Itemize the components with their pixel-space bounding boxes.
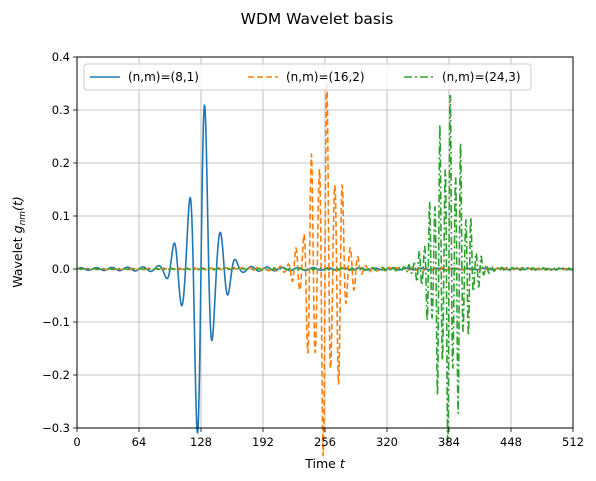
- chart-title: WDM Wavelet basis: [241, 10, 394, 28]
- x-axis-label: Time t: [304, 456, 346, 471]
- legend-entry-2: (n,m)=(16,2): [286, 70, 365, 84]
- x-tick-label: 448: [500, 435, 522, 449]
- x-tick-label: 64: [132, 435, 147, 449]
- x-axis-ticks: 0 64 128 192 256 320 384 448 512: [73, 428, 584, 449]
- series-line-3: [76, 94, 574, 444]
- legend-entry-1: (n,m)=(8,1): [128, 70, 199, 84]
- y-tick-label: 0.0: [52, 262, 70, 276]
- y-tick-label: −0.1: [42, 315, 70, 329]
- x-tick-label: 384: [438, 435, 460, 449]
- x-tick-label: 512: [562, 435, 584, 449]
- y-tick-label: 0.3: [52, 103, 70, 117]
- x-tick-label: 192: [252, 435, 274, 449]
- x-tick-label: 128: [190, 435, 212, 449]
- y-tick-label: 0.2: [52, 156, 70, 170]
- x-tick-label: 320: [376, 435, 398, 449]
- legend-entry-3: (n,m)=(24,3): [442, 70, 521, 84]
- y-tick-label: −0.2: [42, 368, 70, 382]
- legend: (n,m)=(8,1) (n,m)=(16,2) (n,m)=(24,3): [83, 63, 532, 91]
- y-tick-label: 0.4: [52, 50, 70, 64]
- y-axis-label: Wavelet gnm(t): [10, 196, 28, 287]
- x-tick-label: 0: [73, 435, 80, 449]
- legend-box: [83, 63, 532, 91]
- y-axis-ticks: −0.3 −0.2 −0.1 0.0 0.1 0.2 0.3 0.4: [42, 50, 77, 435]
- y-tick-label: 0.1: [52, 209, 70, 223]
- x-tick-label: 256: [314, 435, 336, 449]
- y-tick-label: −0.3: [42, 421, 70, 435]
- series-layer: [76, 81, 574, 457]
